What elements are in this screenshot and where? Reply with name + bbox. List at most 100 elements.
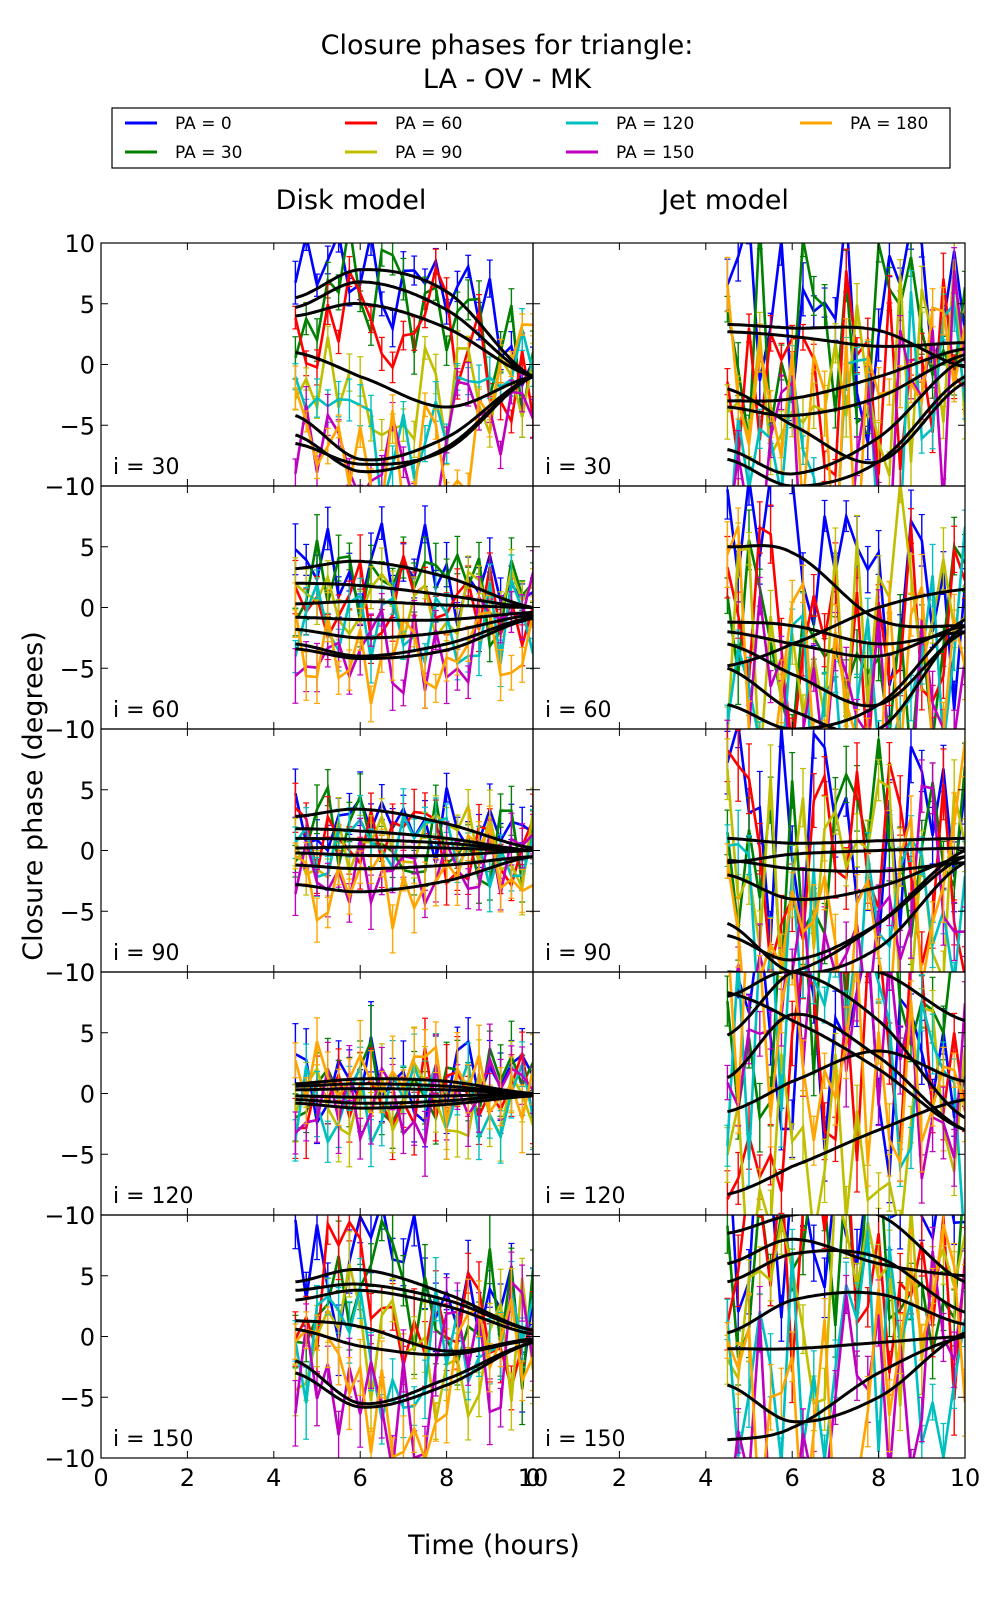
y-tick-label: 5 [80, 1263, 95, 1291]
model-curve [727, 846, 965, 865]
observation-line [294, 323, 533, 486]
model-curve [727, 544, 965, 629]
model-curve [727, 855, 965, 902]
y-tick-label: 10 [64, 230, 95, 258]
y-tick-label: −5 [60, 1384, 95, 1412]
model-curve [727, 381, 965, 465]
model-curve [727, 1098, 965, 1196]
x-tick-label: 2 [180, 1464, 195, 1492]
model-curve [727, 855, 965, 962]
model-curve [295, 581, 533, 609]
y-tick-label: −10 [44, 473, 95, 501]
y-tick-label: 10 [64, 716, 95, 744]
panel-disk-i30 [292, 243, 533, 486]
observation-line [726, 1006, 965, 1215]
panel-jet-i30 [724, 243, 965, 486]
model-curve [727, 1049, 965, 1114]
legend-label: PA = 60 [395, 114, 462, 134]
model-curve [295, 302, 533, 379]
model-curve [727, 972, 965, 1120]
panel-label: i = 60 [113, 698, 180, 723]
model-curve [294, 375, 533, 462]
model-curve [727, 858, 965, 873]
model-curve [727, 624, 965, 659]
y-tick-label: 0 [80, 595, 95, 623]
model-curve [295, 350, 533, 409]
panel-label: i = 90 [113, 941, 180, 966]
y-tick-label: −5 [60, 898, 95, 926]
y-tick-label: −5 [60, 655, 95, 683]
model-curve [294, 1341, 533, 1406]
y-tick-label: 0 [80, 352, 95, 380]
panel-label: i = 30 [113, 455, 180, 480]
model-curve [727, 630, 965, 708]
column-title-disk-model: Disk model [276, 185, 427, 216]
panel-label: i = 120 [545, 1184, 626, 1209]
model-curve [726, 861, 965, 972]
model-curve [295, 599, 533, 609]
panel-label: i = 150 [113, 1427, 194, 1452]
legend-label: PA = 180 [850, 114, 928, 134]
model-curve [295, 616, 533, 660]
y-tick-label: 5 [80, 534, 95, 562]
panel-disk-i60 [292, 505, 533, 723]
model-curve [295, 845, 533, 852]
model-curve [727, 322, 965, 369]
model-curve [295, 1092, 533, 1105]
panel-grid: i = 30 −10 −5 0 5 10 i = 30 i = 60 −10 −5 0 5 10 i = … [44, 230, 980, 1492]
model-curve [295, 268, 533, 379]
series-pa-180 [292, 313, 533, 486]
panel-jet-i60 [724, 486, 965, 729]
panel-disk-i120 [292, 1001, 533, 1177]
legend: PA = 0 PA = 30 PA = 60 PA = 90 PA = 120 PA = … [111, 107, 951, 169]
panel-jet-i90 [724, 729, 965, 972]
model-curve [295, 1082, 533, 1095]
y-tick-label: 0 [80, 838, 95, 866]
model-curve [727, 587, 965, 668]
model-curve [295, 1268, 533, 1332]
legend-label: PA = 150 [616, 143, 694, 163]
y-tick-label: 5 [80, 291, 95, 319]
x-tick-label: 4 [266, 1464, 281, 1492]
panel-jet-i120 [724, 972, 965, 1215]
legend-label: PA = 120 [616, 114, 694, 134]
model-curve [295, 1092, 533, 1099]
panel-label: i = 90 [545, 941, 612, 966]
model-curve [295, 807, 533, 850]
y-tick-label: 0 [80, 1081, 95, 1109]
model-curve [726, 1012, 965, 1132]
model-curve [295, 613, 533, 640]
model-curve [727, 618, 965, 729]
panel-label: i = 60 [545, 698, 612, 723]
y-tick-label: −10 [44, 1202, 95, 1230]
model-curve [727, 620, 965, 646]
panel-jet-i150 [724, 1215, 965, 1458]
y-tick-label: −10 [44, 959, 95, 987]
panel-disk-i150 [292, 1215, 533, 1458]
model-curve [295, 849, 533, 858]
y-tick-label: −10 [44, 1445, 95, 1473]
model-curve [295, 375, 533, 466]
model-curve [727, 849, 965, 972]
model-curve [295, 1288, 533, 1336]
panel-label: i = 30 [545, 455, 612, 480]
y-tick-label: 5 [80, 1020, 95, 1048]
model-curve [295, 827, 533, 852]
model-curve [727, 991, 965, 1132]
model-curve [727, 330, 965, 348]
chart-title-line-2: LA - OV - MK [423, 64, 592, 95]
y-tick-label: 5 [80, 777, 95, 805]
model-curve [295, 836, 533, 852]
legend-label: PA = 90 [395, 143, 462, 163]
panel-disk-i90 [292, 768, 533, 954]
model-curve [295, 615, 533, 658]
model-curve [295, 1094, 533, 1110]
y-tick-label: −10 [44, 716, 95, 744]
panel-label: i = 120 [113, 1184, 194, 1209]
legend-frame [111, 107, 951, 169]
legend-label: PA = 30 [175, 143, 242, 163]
model-curve [726, 624, 965, 729]
model-curve [295, 1341, 533, 1409]
model-curve [727, 836, 965, 845]
x-tick-label: 6 [353, 1464, 368, 1492]
